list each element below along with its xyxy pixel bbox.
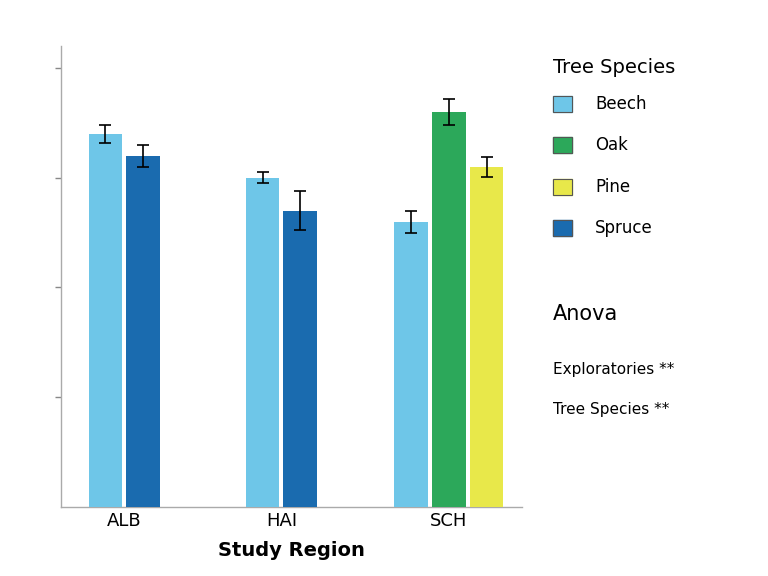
Bar xyxy=(432,112,465,507)
Text: Spruce: Spruce xyxy=(595,219,653,237)
Bar xyxy=(395,222,428,507)
Text: Tree Species: Tree Species xyxy=(553,58,675,77)
Text: Exploratories **: Exploratories ** xyxy=(553,362,674,377)
Bar xyxy=(246,178,280,507)
Bar xyxy=(470,167,503,507)
Text: Pine: Pine xyxy=(595,177,631,196)
Text: Beech: Beech xyxy=(595,94,647,113)
Text: Anova: Anova xyxy=(553,304,618,324)
X-axis label: Study Region: Study Region xyxy=(218,541,366,560)
Bar xyxy=(88,134,122,507)
Text: Oak: Oak xyxy=(595,136,628,154)
Bar xyxy=(283,211,317,507)
Text: Tree Species **: Tree Species ** xyxy=(553,402,670,417)
Bar xyxy=(127,156,160,507)
